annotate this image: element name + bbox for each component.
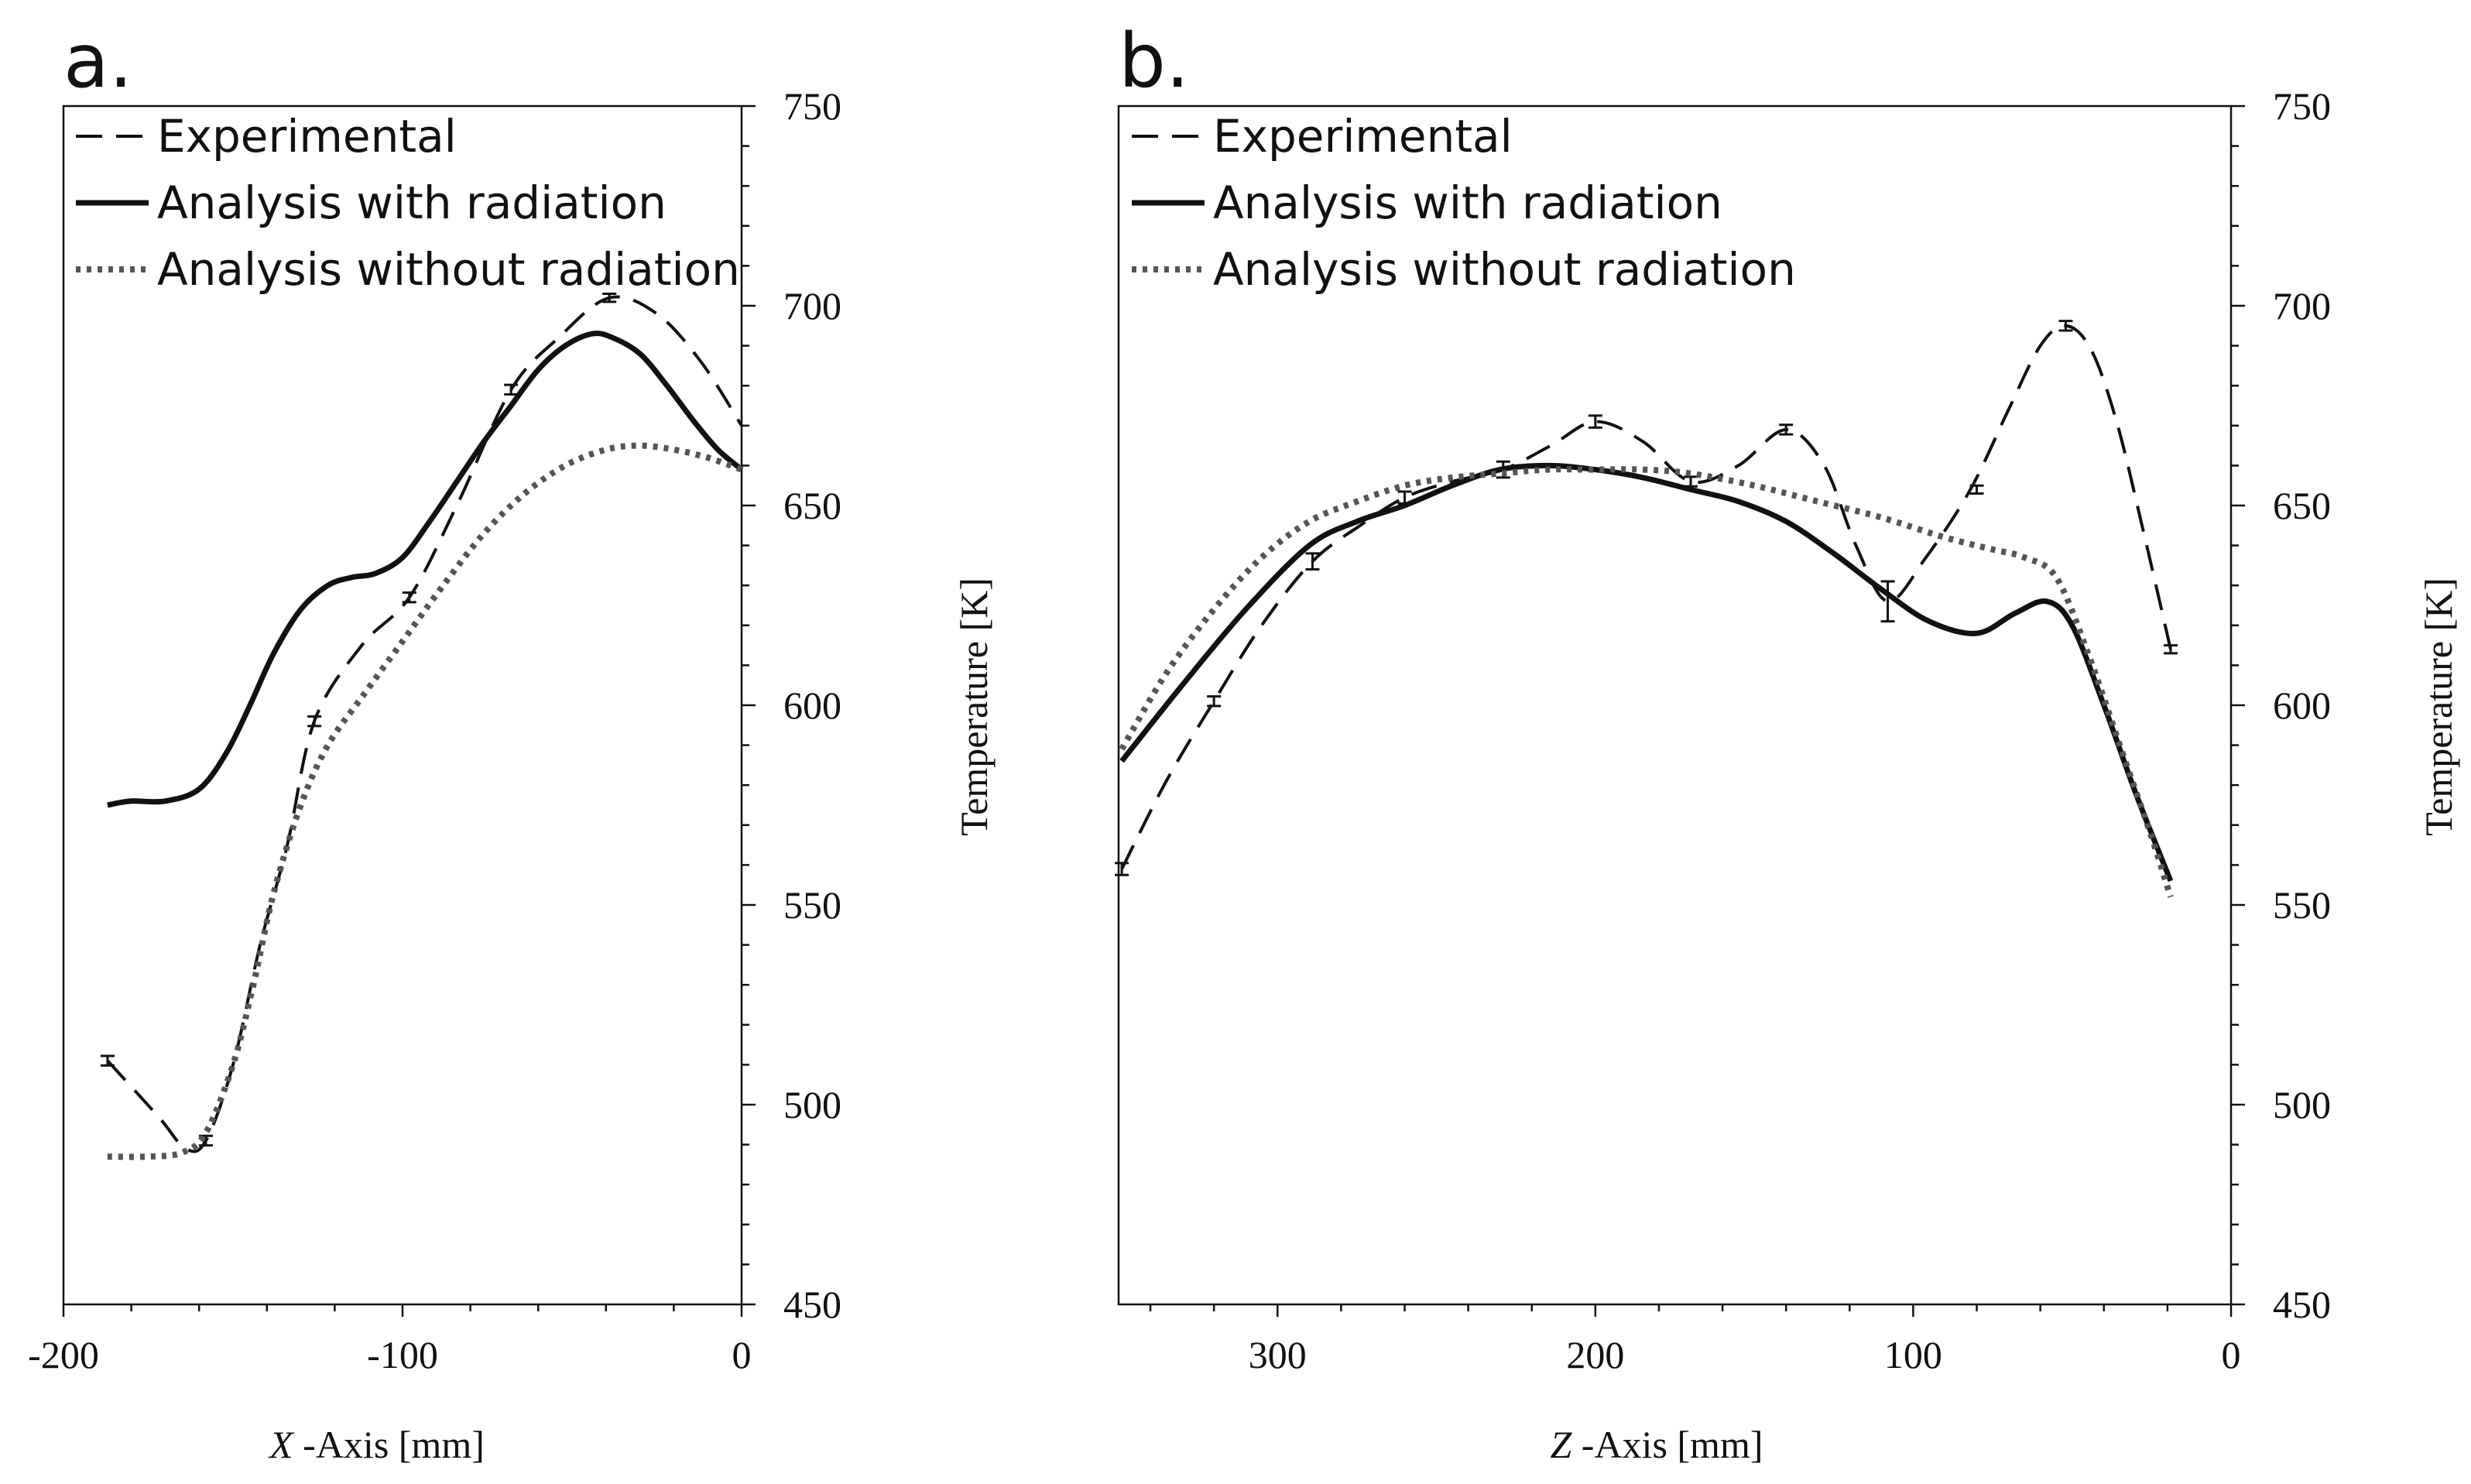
series-line-experimental [1120,324,2172,870]
tick-marks [1149,105,2245,1317]
y-tick-label: 700 [783,284,841,327]
y-tick-label: 700 [2273,284,2331,327]
y-tick-labels: 450 500 550 600 650 700 750 [783,84,841,1326]
legend-label-with-radiation: Analysis with radiation [157,177,667,229]
error-bar [1880,580,1895,623]
x-tick-labels: -200 -100 0 [28,1333,751,1376]
error-bar [1779,423,1794,436]
y-axis-title: Temperature [K] [2417,577,2460,836]
error-bar [1969,484,1984,495]
x-tick-label: 100 [1884,1333,1942,1376]
y-tick-label: 550 [2273,883,2331,927]
x-tick-label: -100 [367,1333,438,1376]
panel-a: a. 450 500 550 600 650 700 750 -200 -100 0 Tempe… [28,18,996,1466]
series-line-analysis-with-radiation [107,331,744,808]
y-tick-label: 650 [783,484,841,527]
legend: Experimental Analysis with radiation Ana… [76,110,740,296]
x-axis-title: X -Axis [mm] [268,1423,485,1466]
legend-label-without-radiation: Analysis without radiation [157,243,740,296]
x-axis-title-rest: -Axis [mm] [293,1423,485,1466]
y-tick-label: 650 [2273,484,2331,527]
y-axis-title: Temperature [K] [952,577,996,836]
x-tick-label: 300 [1249,1333,1307,1376]
legend-label-without-radiation: Analysis without radiation [1213,243,1796,296]
error-bar [1207,695,1222,708]
error-bar [2058,320,2073,332]
error-bar [2163,644,2178,655]
y-tick-label: 500 [2273,1083,2331,1126]
y-tick-label: 500 [783,1083,841,1126]
x-axis-variable: Z [1550,1423,1572,1466]
error-bar [307,715,322,728]
x-axis-title-rest: -Axis [mm] [1571,1423,1763,1466]
x-axis-title: Z -Axis [mm] [1550,1423,1763,1466]
x-tick-label: 0 [732,1333,752,1376]
error-bar [1684,475,1698,488]
error-bar [1588,414,1602,429]
legend-label-experimental: Experimental [1213,110,1513,163]
series-line-analysis-without-radiation [1119,466,2174,898]
error-bar [100,1054,115,1067]
error-bar [1305,552,1320,571]
legend: Experimental Analysis with radiation Ana… [1132,110,1796,296]
y-tick-label: 750 [2273,84,2331,128]
y-tick-label: 450 [783,1283,841,1326]
y-tick-labels: 450 500 550 600 650 700 750 [2273,84,2331,1326]
x-tick-label: -200 [28,1333,99,1376]
x-tick-labels: 300 200 100 0 [1249,1333,2241,1376]
y-tick-label: 600 [783,684,841,727]
panel-label: a. [63,18,132,105]
x-axis-variable: X [268,1423,295,1466]
panel-b: b. 450 500 550 600 650 700 750 300 200 100 0 Temp… [1115,18,2460,1466]
legend-label-with-radiation: Analysis with radiation [1213,177,1722,229]
error-bar [1115,862,1129,876]
series-line-analysis-with-radiation [1119,462,2174,883]
tick-marks [62,105,756,1317]
series-layer [100,293,744,1160]
y-tick-label: 600 [2273,684,2331,727]
x-tick-label: 0 [2222,1333,2241,1376]
legend-label-experimental: Experimental [157,110,457,163]
y-tick-label: 450 [2273,1283,2331,1326]
series-layer [1115,320,2178,898]
error-bar [602,293,617,303]
y-tick-label: 550 [783,883,841,927]
series-line-analysis-without-radiation [107,442,743,1160]
error-bar [504,383,519,396]
series-line-experimental [106,295,743,1153]
x-tick-label: 200 [1566,1333,1624,1376]
panel-label: b. [1119,18,1189,105]
y-tick-label: 750 [783,84,841,128]
error-bar [402,591,416,604]
